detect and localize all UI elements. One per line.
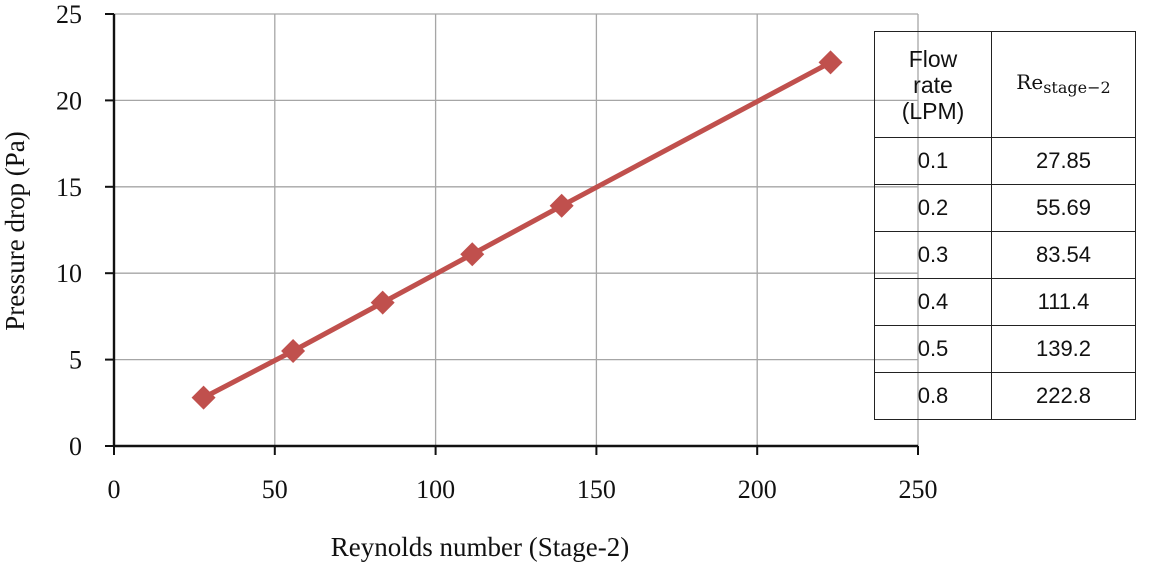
- x-tick-label: 0: [108, 475, 121, 504]
- data-point-marker: [460, 242, 485, 267]
- cell-flow: 0.5: [874, 325, 992, 373]
- header-re-base: Re: [1016, 69, 1044, 94]
- cell-re: 27.85: [991, 137, 1136, 185]
- x-tick-label: 150: [577, 475, 616, 504]
- data-point-marker: [191, 385, 216, 410]
- table-row: 0.2 55.69: [874, 184, 1136, 232]
- y-tick-label: 15: [56, 173, 82, 202]
- cell-flow: 0.2: [874, 184, 992, 232]
- cell-flow: 0.1: [874, 137, 992, 185]
- series-line: [202, 60, 832, 400]
- series-layer: [191, 50, 843, 410]
- y-tick-label: 25: [56, 0, 82, 29]
- cell-re: 83.54: [991, 231, 1136, 279]
- data-point-marker: [281, 338, 306, 363]
- table-row: 0.4 111.4: [874, 278, 1136, 326]
- header-flow-line-2: rate: [913, 71, 953, 98]
- header-re-sub: stage−2: [1043, 77, 1111, 97]
- cell-re: 55.69: [991, 184, 1136, 232]
- cell-re: 111.4: [991, 278, 1136, 326]
- x-tick-label: 50: [262, 475, 288, 504]
- data-point-marker: [549, 193, 574, 218]
- flow-rate-table-wrap: Flow rate (LPM) Restage−2 0.1 27.85 0.2 …: [874, 31, 1136, 420]
- header-flow-line-1: Flow: [908, 45, 958, 72]
- table-row: 0.3 83.54: [874, 231, 1136, 279]
- y-axis-title: Pressure drop (Pa): [0, 131, 30, 330]
- x-tick-label: 200: [738, 475, 777, 504]
- cell-flow: 0.4: [874, 278, 992, 326]
- table-row: 0.1 27.85: [874, 137, 1136, 185]
- cell-flow: 0.8: [874, 372, 992, 420]
- data-point-marker: [370, 290, 395, 315]
- header-flow-line-3: (LPM): [901, 97, 965, 124]
- y-tick-label: 10: [56, 259, 82, 288]
- cell-flow: 0.3: [874, 231, 992, 279]
- header-reynolds: Restage−2: [991, 31, 1136, 138]
- x-axis-title: Reynolds number (Stage-2): [331, 532, 629, 562]
- cell-re: 222.8: [991, 372, 1136, 420]
- data-point-marker: [818, 50, 843, 75]
- header-flow-rate: Flow rate (LPM): [874, 31, 992, 138]
- table-row: 0.8 222.8: [874, 372, 1136, 420]
- y-tick-label: 20: [56, 86, 82, 115]
- y-tick-label: 5: [69, 346, 82, 375]
- table-row: 0.5 139.2: [874, 325, 1136, 373]
- axes: [105, 13, 919, 455]
- x-tick-label: 250: [899, 475, 938, 504]
- table-header-row: Flow rate (LPM) Restage−2: [874, 31, 1136, 138]
- x-tick-label: 100: [416, 475, 455, 504]
- cell-re: 139.2: [991, 325, 1136, 373]
- y-tick-label: 0: [69, 432, 82, 461]
- flow-rate-table: Flow rate (LPM) Restage−2 0.1 27.85 0.2 …: [874, 31, 1136, 420]
